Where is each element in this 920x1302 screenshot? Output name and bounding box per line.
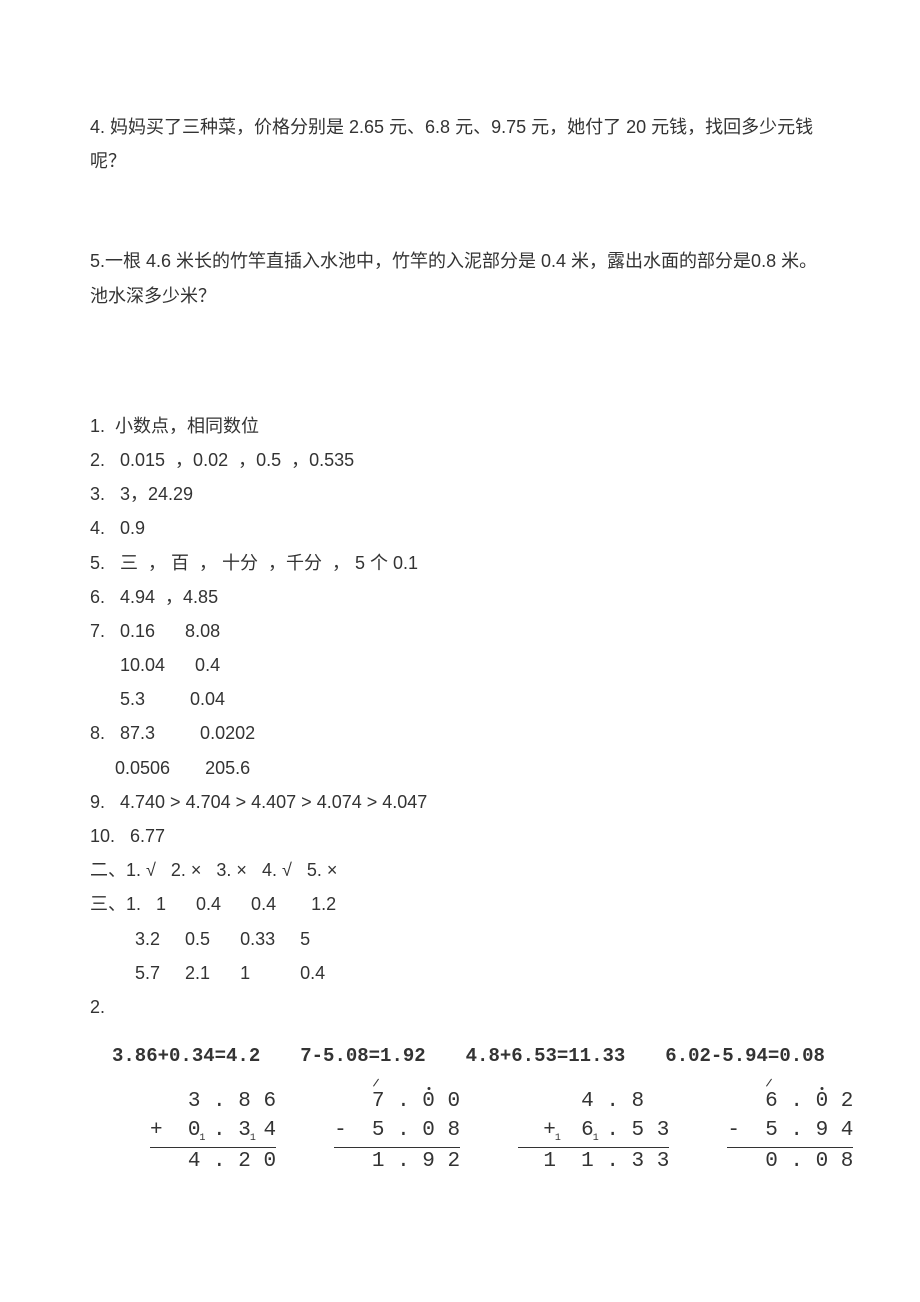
column-calc-1: 3 . 8 6 + 0 . 3 4 4 . 2 0 [150, 1088, 276, 1176]
question-5: 5.一根 4.6 米长的竹竿直插入水池中，竹竿的入泥部分是 0.4 米，露出水面… [90, 244, 830, 312]
section-3a: 三、1. 1 0.4 0.4 1.2 [90, 887, 830, 921]
answer-3: 3. 3，24.29 [90, 477, 830, 511]
calc-row: 4 . 2 0 [150, 1148, 276, 1176]
answer-1: 1. 小数点，相同数位 [90, 409, 830, 443]
calc-row: 3 . 8 6 [150, 1088, 276, 1116]
equation-4: 6.02-5.94=0.08 [665, 1038, 825, 1074]
equation-3: 4.8+6.53=11.33 [466, 1038, 626, 1074]
answer-9: 9. 4.740 > 4.704 > 4.407 > 4.074 > 4.047 [90, 785, 830, 819]
equations-row: 3.86+0.34=4.2 7-5.08=1.92 4.8+6.53=11.33… [112, 1038, 830, 1074]
answer-8b: 0.0506 205.6 [90, 751, 830, 785]
spacer [90, 204, 830, 244]
answer-6: 6. 4.94 ，4.85 [90, 580, 830, 614]
answer-7c: 5.3 0.04 [90, 682, 830, 716]
calc-row: + 0 . 3 4 [150, 1117, 276, 1148]
section-3-2: 2. [90, 990, 830, 1024]
calc-row: - 5 . 0 8 [334, 1117, 460, 1148]
calc-row: 4 . 8 [518, 1088, 669, 1116]
calc-row: 6 . 0 2 [727, 1088, 853, 1116]
answer-8a: 8. 87.3 0.0202 [90, 716, 830, 750]
column-calc-3: 4 . 8 + 6 . 5 3 1 1 . 3 3 [518, 1088, 669, 1176]
spacer [90, 339, 830, 409]
section-2: 二、1. √ 2. × 3. × 4. √ 5. × [90, 853, 830, 887]
calc-row: 0 . 0 8 [727, 1148, 853, 1176]
calc-row: 7 . 0 0 [334, 1088, 460, 1116]
equation-2: 7-5.08=1.92 [300, 1038, 425, 1074]
answer-7a: 7. 0.16 8.08 [90, 614, 830, 648]
question-4: 4. 妈妈买了三种菜，价格分别是 2.65 元、6.8 元、9.75 元，她付了… [90, 110, 830, 178]
section-3c: 5.7 2.1 1 0.4 [90, 956, 830, 990]
answer-7b: 10.04 0.4 [90, 648, 830, 682]
section-3b: 3.2 0.5 0.33 5 [90, 922, 830, 956]
answer-2: 2. 0.015 ，0.02 ，0.5 ，0.535 [90, 443, 830, 477]
column-calc-4: 6 . 0 2 - 5 . 9 4 0 . 0 8 [727, 1088, 853, 1176]
calc-row: - 5 . 9 4 [727, 1117, 853, 1148]
calc-row: 1 . 9 2 [334, 1148, 460, 1176]
answer-5: 5. 三 ， 百 ， 十分 ，千分 ， 5 个 0.1 [90, 546, 830, 580]
equation-1: 3.86+0.34=4.2 [112, 1038, 260, 1074]
calc-row: + 6 . 5 3 [518, 1117, 669, 1148]
column-calculations: 3 . 8 6 + 0 . 3 4 4 . 2 0 7 . 0 0 - 5 . … [150, 1088, 830, 1176]
answer-10: 10. 6.77 [90, 819, 830, 853]
calc-row: 1 1 . 3 3 [518, 1148, 669, 1176]
column-calc-2: 7 . 0 0 - 5 . 0 8 1 . 9 2 [334, 1088, 460, 1176]
answer-4: 4. 0.9 [90, 511, 830, 545]
